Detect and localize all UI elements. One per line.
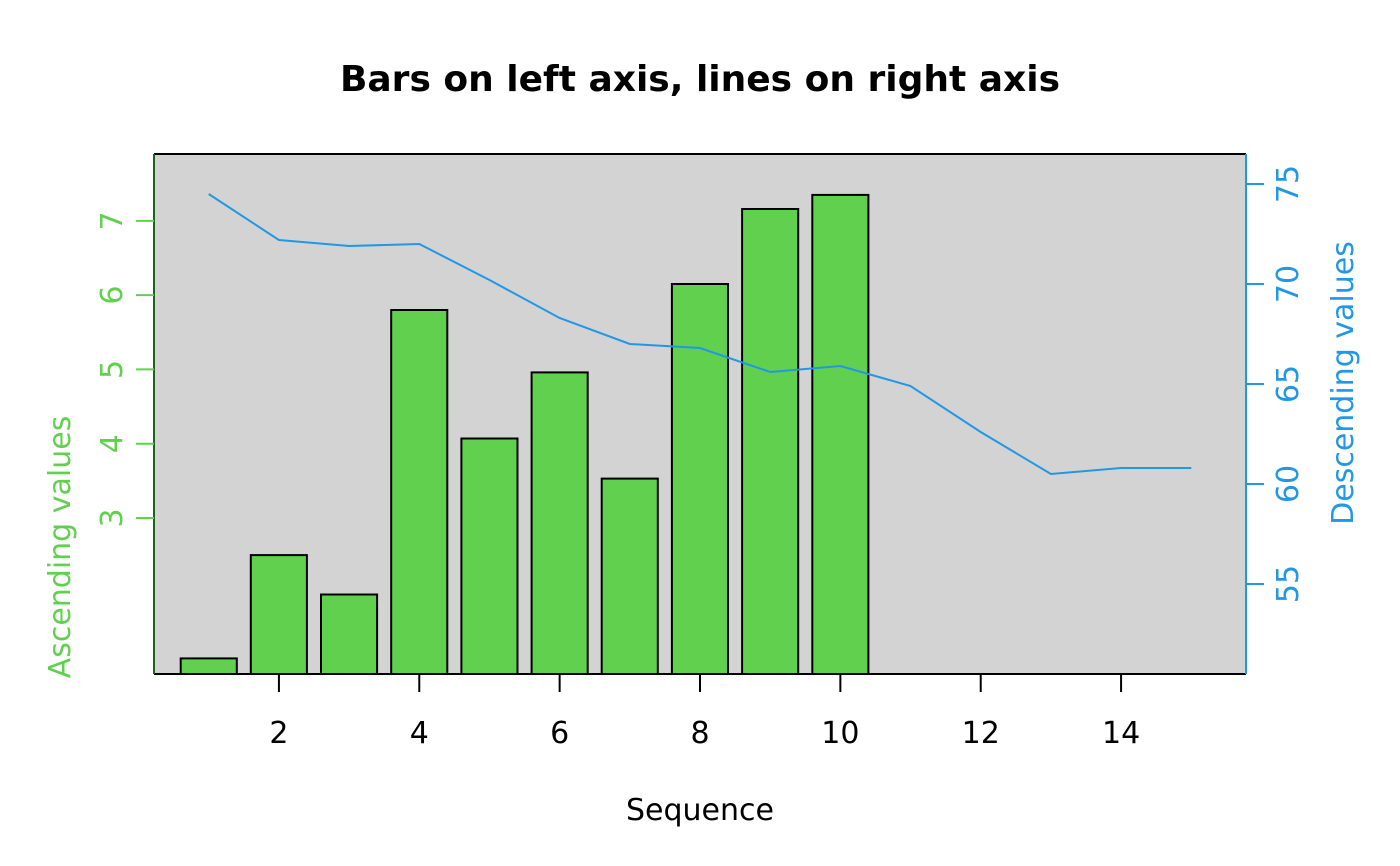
- series-line: [208, 193, 1192, 476]
- chart-title: Bars on left axis, lines on right axis: [340, 59, 1060, 100]
- lines-layer: [208, 193, 1192, 476]
- left-tick-label: 3: [95, 508, 130, 527]
- right-tick-label: 65: [1271, 365, 1306, 403]
- left-tick-label: 7: [95, 211, 130, 230]
- x-tick-label: 8: [690, 716, 709, 751]
- right-tick-label: 60: [1271, 465, 1306, 503]
- bar: [249, 554, 308, 675]
- bar: [600, 477, 659, 675]
- right-axis-title: Descending values: [1326, 241, 1361, 525]
- x-tick-label: 6: [550, 716, 569, 751]
- x-axis-label: Sequence: [626, 793, 774, 828]
- bar: [811, 193, 870, 675]
- left-tick-label: 6: [95, 286, 130, 305]
- bar: [670, 283, 730, 675]
- axes-layer: 2 4 6 8 10 12 14 3 4 5 6 7 55 60 65 70 75: [95, 153, 1306, 751]
- x-tick-label: 12: [962, 716, 1000, 751]
- right-tick-label: 70: [1271, 265, 1306, 303]
- left-tick-label: 4: [95, 434, 130, 453]
- x-tick-label: 2: [269, 716, 288, 751]
- right-tick-label: 55: [1271, 565, 1306, 603]
- bar: [179, 657, 238, 676]
- right-tick-label: 75: [1271, 165, 1306, 203]
- bar: [460, 437, 519, 675]
- x-tick-label: 4: [410, 716, 429, 751]
- bar: [320, 593, 379, 675]
- x-tick-label: 14: [1102, 716, 1140, 751]
- left-axis-title: Ascending values: [43, 416, 78, 679]
- bar: [741, 208, 800, 675]
- left-tick-label: 5: [95, 360, 130, 379]
- bars-layer: [179, 193, 870, 676]
- bar: [390, 309, 449, 675]
- x-tick-label: 10: [821, 716, 859, 751]
- bar: [530, 371, 589, 675]
